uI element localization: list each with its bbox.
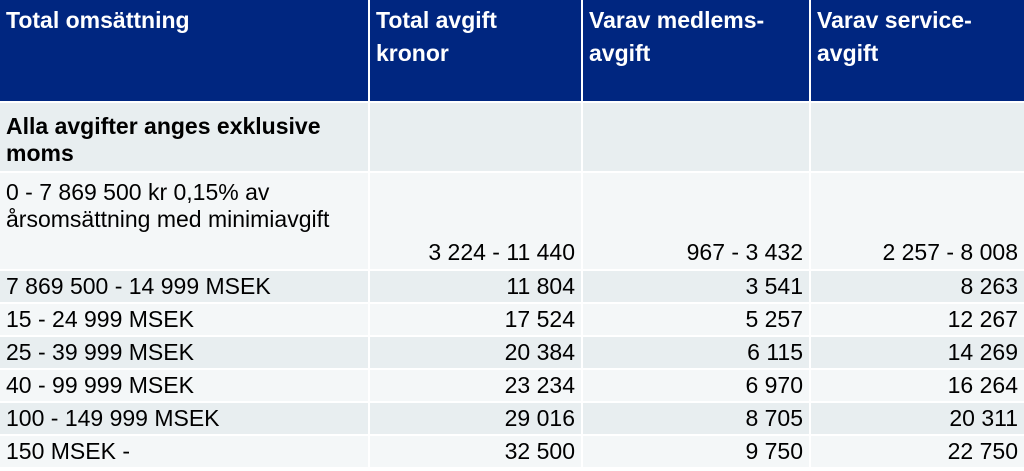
total-fee-cell: 29 016 <box>370 403 583 436</box>
service-fee-cell: 20 311 <box>811 403 1024 436</box>
total-fee-cell: 23 234 <box>370 370 583 403</box>
membership-fee-cell: 8 705 <box>583 403 811 436</box>
table-row: 150 MSEK - 32 500 9 750 22 750 <box>0 436 1024 469</box>
table-row: 25 - 39 999 MSEK 20 384 6 115 14 269 <box>0 337 1024 370</box>
table-row: 40 - 99 999 MSEK 23 234 6 970 16 264 <box>0 370 1024 403</box>
total-fee-cell: 17 524 <box>370 304 583 337</box>
total-fee-cell: 11 804 <box>370 271 583 304</box>
header-service-fee: Varav service-avgift <box>811 0 1024 103</box>
table-row: 100 - 149 999 MSEK 29 016 8 705 20 311 <box>0 403 1024 436</box>
membership-fee-cell: 9 750 <box>583 436 811 469</box>
table-header: Total omsättning Total avgift kronor Var… <box>0 0 1024 103</box>
total-fee-cell: 3 224 - 11 440 <box>370 173 583 271</box>
header-membership-fee: Varav medlems-avgift <box>583 0 811 103</box>
vat-note: Alla avgifter anges exklusive moms <box>0 103 370 173</box>
table-row: 7 869 500 - 14 999 MSEK 11 804 3 541 8 2… <box>0 271 1024 304</box>
range-cell: 0 - 7 869 500 kr 0,15% av årsomsättning … <box>0 173 370 271</box>
empty-cell <box>583 103 811 173</box>
total-fee-cell: 32 500 <box>370 436 583 469</box>
range-cell: 15 - 24 999 MSEK <box>0 304 370 337</box>
vat-note-row: Alla avgifter anges exklusive moms <box>0 103 1024 173</box>
range-cell: 7 869 500 - 14 999 MSEK <box>0 271 370 304</box>
membership-fee-cell: 6 115 <box>583 337 811 370</box>
total-fee-cell: 20 384 <box>370 337 583 370</box>
header-total-turnover: Total omsättning <box>0 0 370 103</box>
service-fee-cell: 12 267 <box>811 304 1024 337</box>
service-fee-cell: 16 264 <box>811 370 1024 403</box>
service-fee-cell: 22 750 <box>811 436 1024 469</box>
table-body: Alla avgifter anges exklusive moms 0 - 7… <box>0 103 1024 469</box>
empty-cell <box>370 103 583 173</box>
range-cell: 150 MSEK - <box>0 436 370 469</box>
membership-fee-cell: 6 970 <box>583 370 811 403</box>
membership-fee-cell: 967 - 3 432 <box>583 173 811 271</box>
service-fee-cell: 8 263 <box>811 271 1024 304</box>
empty-cell <box>811 103 1024 173</box>
service-fee-cell: 14 269 <box>811 337 1024 370</box>
membership-fee-cell: 5 257 <box>583 304 811 337</box>
range-cell: 25 - 39 999 MSEK <box>0 337 370 370</box>
membership-fee-cell: 3 541 <box>583 271 811 304</box>
range-cell: 100 - 149 999 MSEK <box>0 403 370 436</box>
header-total-fee: Total avgift kronor <box>370 0 583 103</box>
service-fee-cell: 2 257 - 8 008 <box>811 173 1024 271</box>
range-cell: 40 - 99 999 MSEK <box>0 370 370 403</box>
table-row: 0 - 7 869 500 kr 0,15% av årsomsättning … <box>0 173 1024 271</box>
table-row: 15 - 24 999 MSEK 17 524 5 257 12 267 <box>0 304 1024 337</box>
